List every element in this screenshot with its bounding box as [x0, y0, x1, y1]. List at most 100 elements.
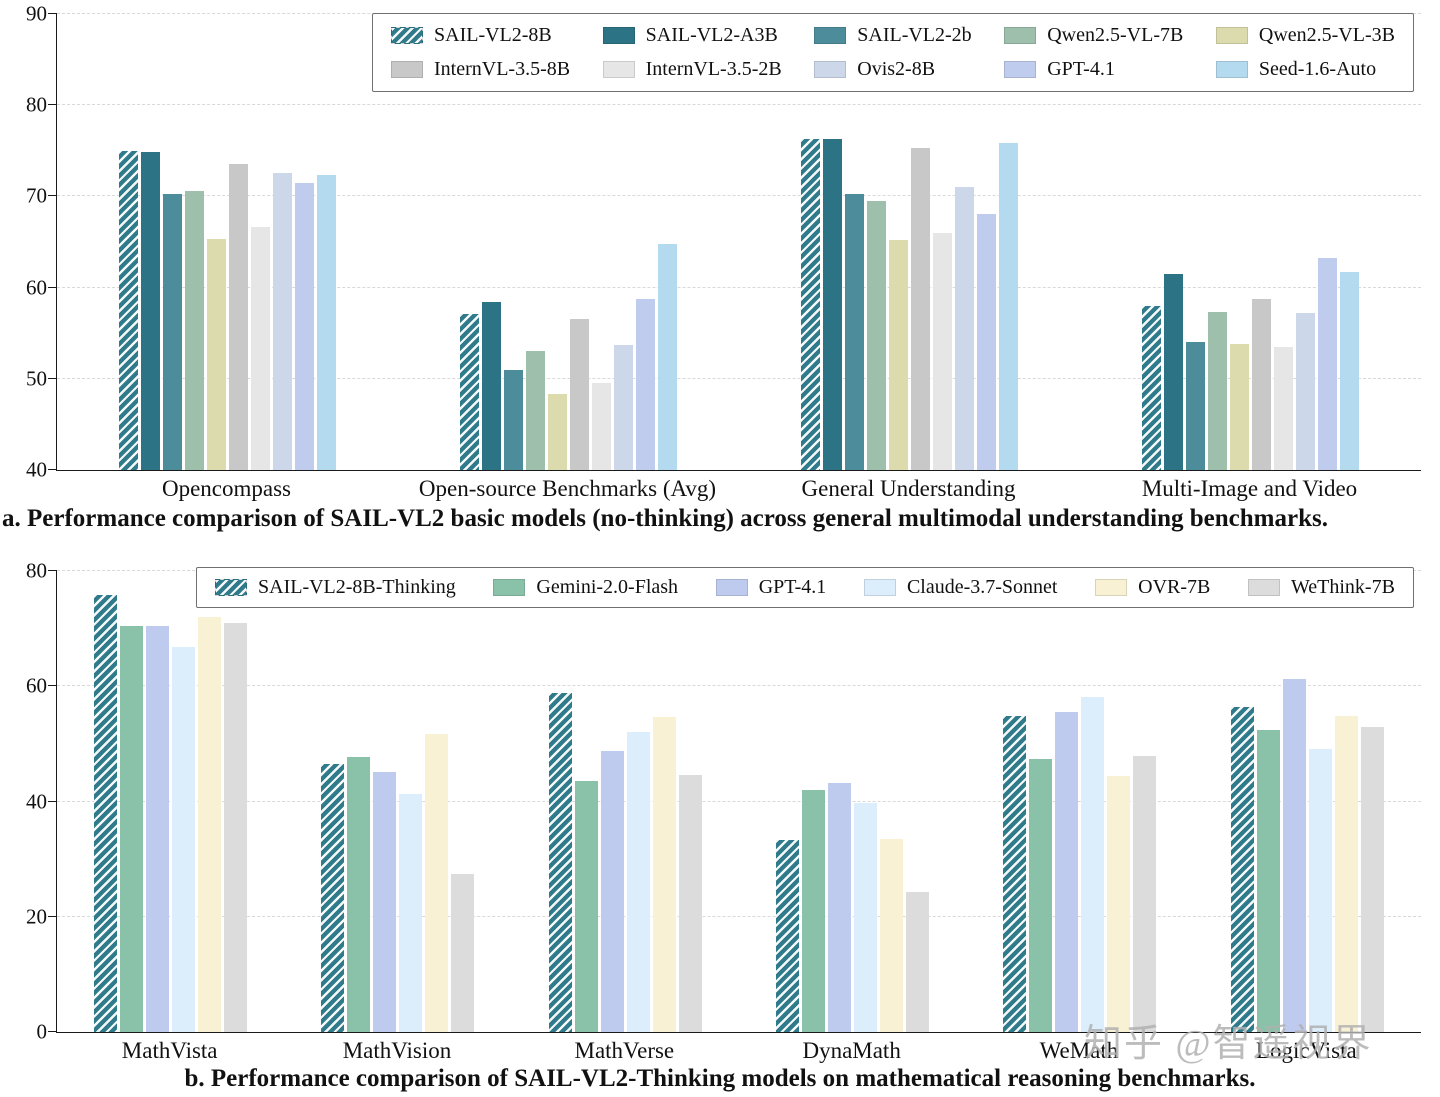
legend-label: Claude-3.7-Sonnet: [906, 576, 1058, 598]
legend-item: Gemini-2.0-Flash: [493, 576, 678, 599]
bar: [425, 733, 449, 1032]
legend-item: Seed-1.6-Auto: [1215, 58, 1395, 81]
bar: [224, 622, 248, 1032]
bar: [801, 138, 820, 470]
gridline: [57, 377, 1421, 379]
bar: [880, 838, 904, 1032]
legend-item: Ovis2-8B: [814, 58, 971, 81]
legend-label: GPT-4.1: [758, 576, 827, 598]
bar-group: [739, 14, 1080, 470]
y-tick-label: 40: [26, 789, 47, 813]
gridline: [57, 915, 1421, 917]
y-tick-label: 20: [26, 904, 47, 929]
legend-swatch: [1004, 27, 1037, 44]
legend-label: WeThink-7B: [1291, 576, 1395, 598]
legend-item: Qwen2.5-VL-7B: [1004, 24, 1183, 47]
bar: [1029, 758, 1053, 1032]
chart-b: 0 20 40 60 80 SAIL-VL2-8B-Thinking Gemini-2.0…: [0, 545, 1440, 1097]
bar: [185, 190, 204, 470]
y-tick-mark: [48, 915, 57, 917]
bar: [977, 213, 996, 470]
legend-label: InternVL-3.5-8B: [434, 58, 571, 80]
bar: [1318, 258, 1337, 470]
y-tick-label: 0: [36, 1019, 48, 1044]
bar: [867, 200, 886, 470]
legend-label: SAIL-VL2-2b: [857, 24, 972, 46]
bar: [600, 750, 624, 1032]
bar: [163, 193, 182, 470]
chart-a-legend: SAIL-VL2-8B SAIL-VL2-A3B SAIL-VL2-2b Qwen2.…: [372, 13, 1414, 92]
bar: [906, 891, 930, 1032]
x-category-label: MathVista: [121, 1038, 218, 1063]
x-category-label: MathVision: [342, 1038, 452, 1063]
chart-a-category-labels: Opencompass Open-source Benchmarks (Avg) G…: [56, 476, 1420, 502]
chart-b-legend: SAIL-VL2-8B-Thinking Gemini-2.0-Flash GPT-…: [196, 567, 1414, 608]
chart-b-bars: [57, 571, 1421, 1032]
bar: [570, 318, 589, 470]
bar: [1360, 726, 1384, 1032]
legend-swatch: [814, 27, 847, 44]
bar: [1081, 696, 1105, 1032]
bar: [1296, 313, 1315, 470]
legend-label: Qwen2.5-VL-7B: [1047, 24, 1184, 46]
y-tick-mark: [48, 570, 57, 571]
y-tick-mark: [48, 469, 57, 470]
y-tick-mark: [48, 286, 57, 288]
bar-group: [57, 14, 398, 470]
bar-group: [1194, 571, 1421, 1032]
legend-item: GPT-4.1: [1004, 58, 1183, 81]
chart-a: 40 50 60 70 80 90 SAIL-VL2-8B SAIL-VL2-A3B SAIL…: [0, 0, 1440, 545]
y-tick-label: 40: [26, 457, 47, 482]
legend-item: GPT-4.1: [715, 576, 827, 599]
bar-group: [57, 571, 284, 1032]
bar: [548, 692, 572, 1032]
bar: [119, 150, 138, 470]
x-category-label: WeMath: [1039, 1038, 1119, 1063]
chart-a-plot-area: 40 50 60 70 80 90: [26, 3, 1421, 480]
bar: [94, 595, 118, 1032]
legend-swatch: [863, 579, 896, 596]
legend-item: Qwen2.5-VL-3B: [1215, 24, 1395, 47]
legend-swatch: [215, 579, 247, 596]
legend-label: OVR-7B: [1138, 576, 1211, 598]
y-tick-label: 60: [26, 275, 47, 300]
y-tick-label: 80: [26, 558, 47, 583]
legend-item: OVR-7B: [1095, 576, 1210, 599]
bar: [198, 616, 222, 1032]
bar: [626, 732, 650, 1032]
legend-label: Seed-1.6-Auto: [1258, 58, 1377, 80]
gridline: [57, 800, 1421, 802]
bar: [574, 781, 598, 1032]
chart-b-category-labels: MathVista MathVision MathVerse DynaMath WeMa…: [56, 1038, 1420, 1064]
bar: [548, 394, 567, 470]
x-category-label: LogicVista: [1255, 1038, 1357, 1063]
bar: [658, 243, 677, 470]
legend-item: WeThink-7B: [1248, 576, 1395, 599]
bar: [845, 193, 864, 470]
chart-a-bars: [57, 14, 1421, 470]
bar: [317, 174, 336, 470]
legend-swatch: [602, 27, 635, 44]
bar: [828, 783, 852, 1032]
x-category-label: General Understanding: [801, 476, 1016, 501]
legend-label: GPT-4.1: [1047, 58, 1115, 80]
bar-group: [512, 571, 739, 1032]
gridline: [57, 286, 1421, 288]
legend-swatch: [1215, 27, 1248, 44]
x-category-label: Opencompass: [161, 476, 292, 501]
y-tick-mark: [48, 104, 57, 106]
bar: [526, 350, 545, 470]
watermark: 知乎 @智遥视界: [1084, 1023, 1373, 1065]
bar: [678, 775, 702, 1032]
y-tick-label: 50: [26, 366, 47, 391]
bar: [823, 138, 842, 470]
bar-group: [966, 571, 1193, 1032]
bar: [399, 794, 423, 1032]
legend-swatch: [391, 61, 423, 78]
bar-group: [739, 571, 966, 1032]
bar: [1230, 344, 1249, 470]
legend-label: Gemini-2.0-Flash: [536, 576, 679, 598]
legend-swatch: [602, 61, 635, 78]
bar: [229, 164, 248, 470]
legend-swatch: [493, 579, 526, 596]
